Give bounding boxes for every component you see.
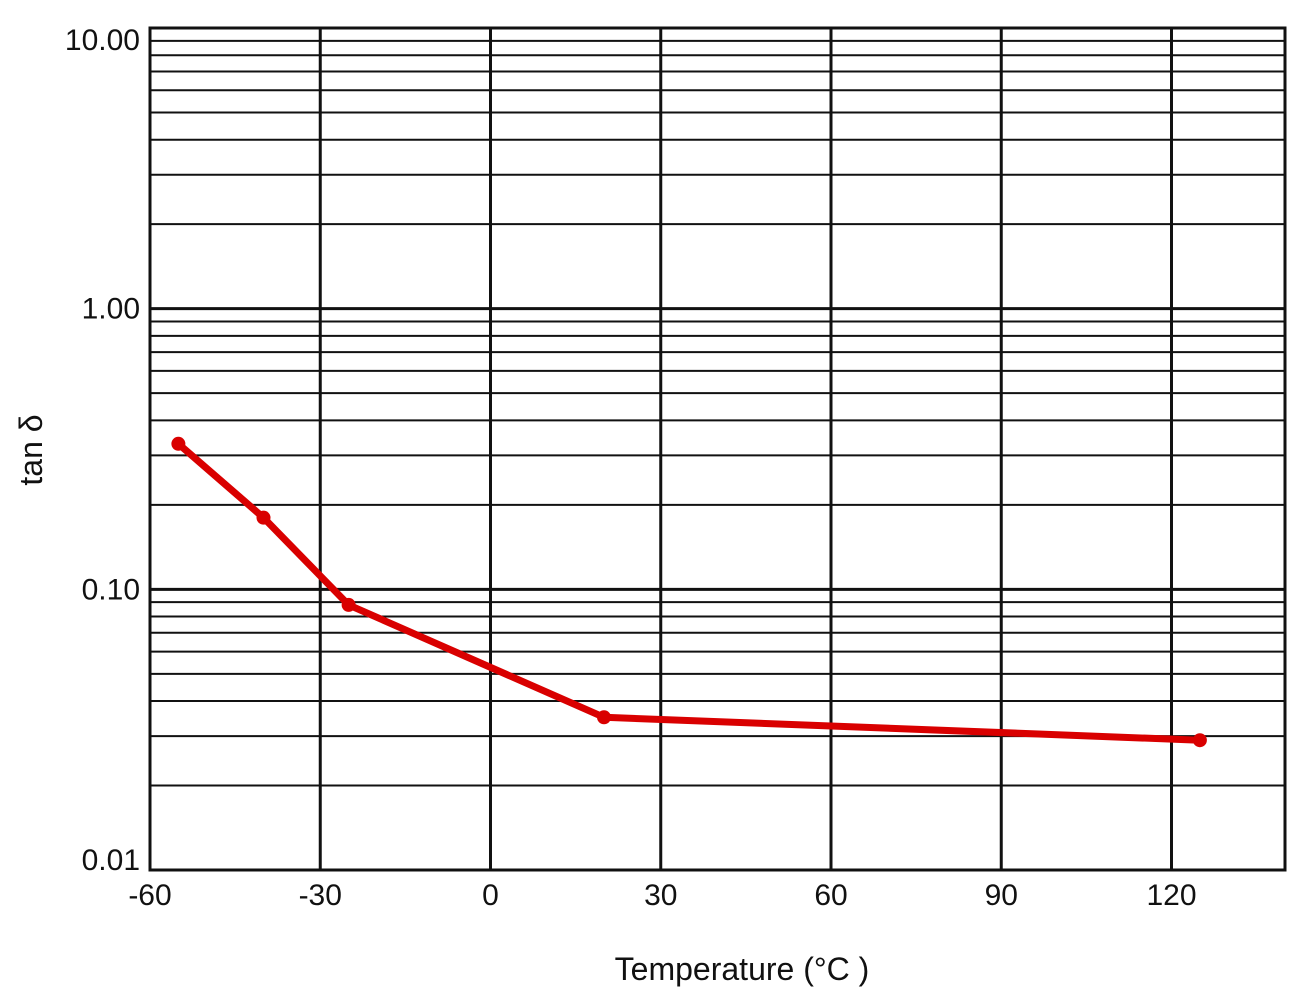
y-tick-label: 0.10 (82, 573, 140, 606)
major-gridlines (148, 26, 1285, 872)
x-tick-label: 120 (1146, 879, 1196, 912)
x-tick-label: 30 (644, 879, 677, 912)
y-tick-label: 10.00 (65, 24, 140, 57)
x-tick-label: -30 (299, 879, 342, 912)
y-tick-label: 1.00 (82, 293, 140, 326)
x-axis-label: Temperature (°C ) (615, 951, 870, 987)
y-tick-labels: 0.01 0.10 1.00 10.00 (65, 24, 140, 877)
x-tick-label: 0 (482, 879, 499, 912)
x-tick-label: 90 (985, 879, 1018, 912)
y-axis-label: tan δ (13, 414, 49, 485)
series-line (174, 440, 1204, 744)
data-point (1192, 733, 1207, 748)
data-point (256, 510, 271, 525)
minor-gridlines (150, 39, 1285, 787)
y-tick-label: 0.01 (82, 844, 140, 877)
plot-frame (148, 26, 1287, 872)
series-layer (171, 436, 1207, 748)
data-point (341, 597, 356, 612)
x-tick-label: -60 (128, 879, 171, 912)
data-point (597, 710, 611, 725)
x-tick-label: 60 (814, 879, 847, 912)
x-tick-labels: -60 -30 0 30 60 90 120 (128, 879, 1196, 912)
data-point (171, 436, 186, 451)
